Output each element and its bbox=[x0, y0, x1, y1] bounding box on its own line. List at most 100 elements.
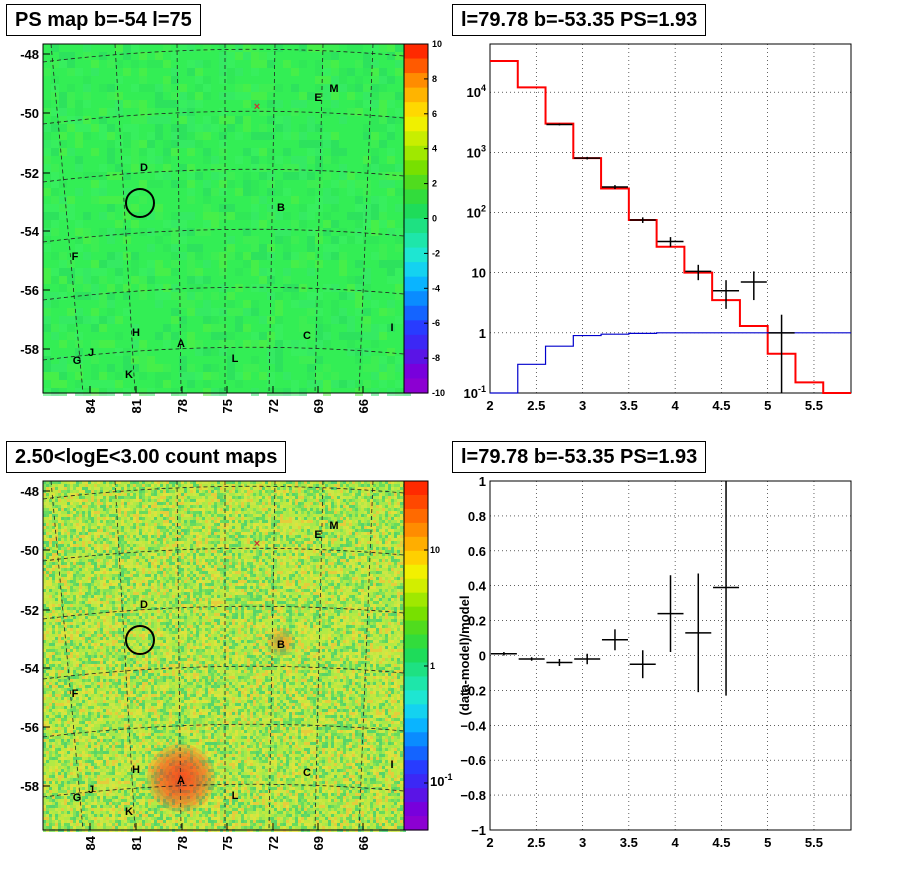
count-y-tick-label: -50 bbox=[20, 543, 39, 558]
count-hotspot-0 bbox=[159, 756, 203, 800]
ps-colorbar-tick-label: 10 bbox=[432, 39, 442, 49]
ps-y-tick-label: -52 bbox=[20, 166, 39, 181]
ps-lon-grid-6 bbox=[358, 43, 374, 394]
count-cross-marker: × bbox=[254, 538, 260, 550]
source-label-H: H bbox=[132, 327, 140, 339]
spectrum-y-tick-label: 102 bbox=[467, 203, 486, 220]
ps-y-tick-label: -58 bbox=[20, 342, 39, 357]
count-y-tick-label: -58 bbox=[20, 779, 39, 794]
source-label-J: J bbox=[88, 784, 94, 796]
spectrum-x-tick-label: 4.5 bbox=[712, 398, 730, 413]
spectrum-y-tick-label: 10-1 bbox=[464, 384, 486, 401]
count-hotspot-0 bbox=[151, 748, 211, 808]
count-lon-grid-6 bbox=[358, 480, 374, 831]
count-hotspot-0 bbox=[147, 744, 215, 812]
count-hotspot-0 bbox=[163, 760, 199, 796]
ps-colorbar bbox=[403, 43, 429, 394]
source-label-M: M bbox=[329, 83, 338, 95]
count-colorbar bbox=[403, 480, 429, 831]
ps-lon-grid-4 bbox=[268, 43, 276, 394]
ps-colorbar-tick-label: 0 bbox=[432, 214, 437, 224]
count-x-tick-label: 78 bbox=[175, 836, 190, 850]
spectrum-x-tick-label: 2.5 bbox=[527, 398, 545, 413]
residual-y-tick-label: 0.8 bbox=[468, 509, 486, 524]
residual-x-tick-label: 4.5 bbox=[712, 835, 730, 850]
count-x-tick-label: 66 bbox=[356, 836, 371, 850]
count-x-tick-label: 69 bbox=[311, 836, 326, 850]
count-colorbar-tick-label: 10-1 bbox=[430, 772, 452, 789]
residual-y-tick-label: 0.6 bbox=[468, 544, 486, 559]
source-label-D: D bbox=[140, 599, 148, 611]
source-label-A: A bbox=[177, 338, 185, 350]
residual-y-tick-label: −0.6 bbox=[460, 753, 486, 768]
spectrum-x-tick-label: 3 bbox=[579, 398, 586, 413]
count-y-tick-label: -48 bbox=[20, 484, 39, 499]
count-x-tick-label: 75 bbox=[220, 836, 235, 850]
ps-lon-grid-1 bbox=[114, 43, 136, 394]
residual-plot: 2 2.5 3 3.5 4 4.5 5 5.5 1 0.8 0.6 0.4 0.2 0 −0.2 −0.4 −0… bbox=[457, 474, 852, 850]
residual-y-tick-label: 1 bbox=[479, 474, 486, 489]
ps-cross-marker: × bbox=[254, 101, 260, 113]
source-label-G: G bbox=[73, 792, 82, 804]
source-label-L: L bbox=[232, 790, 239, 802]
spectrum-x-tick-label: 5.5 bbox=[805, 398, 823, 413]
residual-title: l=79.78 b=-53.35 PS=1.93 bbox=[452, 441, 707, 473]
ps-x-tick-label: 69 bbox=[311, 399, 326, 413]
spectrum-x-tick-label: 2 bbox=[486, 398, 493, 413]
residual-x-tick-label: 2.5 bbox=[527, 835, 545, 850]
ps-colorbar-tick-label: -6 bbox=[432, 318, 440, 328]
residual-x-tick-label: 4 bbox=[672, 835, 680, 850]
source-label-A: A bbox=[177, 775, 185, 787]
count-hotspot-0 bbox=[155, 752, 207, 804]
count-hotspot-1 bbox=[275, 636, 287, 648]
ps-colorbar-tick-label: 6 bbox=[432, 109, 437, 119]
ps-y-tick-label: -54 bbox=[20, 224, 40, 239]
count-lon-grid-4 bbox=[268, 480, 276, 831]
count-hotspot-1 bbox=[271, 632, 291, 652]
count-hotspot-0 bbox=[167, 764, 195, 792]
residual-y-tick-label: −0.2 bbox=[460, 683, 486, 698]
spectrum-y-tick-label: 1 bbox=[479, 326, 486, 341]
residual-y-tick-label: −0.8 bbox=[460, 788, 486, 803]
ps-colorbar-tick-label: 4 bbox=[432, 144, 437, 154]
ps-y-tick-label: -48 bbox=[20, 47, 39, 62]
residual-y-tick-label: 0.2 bbox=[468, 614, 486, 629]
source-label-K: K bbox=[125, 806, 133, 818]
count-lon-grid-2 bbox=[176, 480, 182, 831]
source-label-D: D bbox=[140, 162, 148, 174]
spectrum-series-1 bbox=[490, 332, 851, 394]
count-hotspot-1 bbox=[267, 628, 295, 656]
source-label-H: H bbox=[132, 764, 140, 776]
count-x-tick-label: 72 bbox=[266, 836, 281, 850]
residual-x-tick-label: 2 bbox=[486, 835, 493, 850]
ps-colorbar-tick-label: -8 bbox=[432, 353, 440, 363]
residual-x-tick-label: 3 bbox=[579, 835, 586, 850]
ps-x-tick-label: 66 bbox=[356, 399, 371, 413]
residual-x-tick-label: 5.5 bbox=[805, 835, 823, 850]
count-lon-grid-0 bbox=[50, 480, 84, 831]
ps-y-tick-label: -50 bbox=[20, 106, 39, 121]
ps-colorbar-tick-label: -10 bbox=[432, 388, 445, 398]
spectrum-frame bbox=[489, 43, 852, 394]
count-lon-grid-5 bbox=[314, 480, 324, 831]
spectrum-x-tick-label: 5 bbox=[764, 398, 771, 413]
source-label-F: F bbox=[72, 688, 79, 700]
ps-colorbar-tick-label: 8 bbox=[432, 74, 437, 84]
ps-x-tick-label: 84 bbox=[83, 398, 98, 413]
source-label-B: B bbox=[277, 639, 285, 651]
count-hotspot-0 bbox=[171, 768, 191, 788]
ps-x-tick-label: 78 bbox=[175, 399, 190, 413]
count-y-tick-label: -54 bbox=[20, 661, 40, 676]
ps-colorbar-tick-label: -2 bbox=[432, 248, 440, 258]
count-lon-grid-1 bbox=[114, 480, 136, 831]
spectrum-y-tick-label: 10 bbox=[472, 266, 486, 281]
residual-x-tick-label: 5 bbox=[764, 835, 771, 850]
residual-x-tick-label: 3.5 bbox=[620, 835, 638, 850]
count-map: D B F H A C I GJ K L EM × -48 -50 -52 -54 -56 -58 84 81 78 75… bbox=[20, 480, 426, 850]
ps-lon-grid-2 bbox=[176, 43, 182, 394]
count-y-tick-label: -56 bbox=[20, 720, 39, 735]
ps-lon-grid-0 bbox=[50, 43, 84, 394]
count-x-tick-label: 84 bbox=[83, 835, 98, 850]
ps-x-tick-label: 72 bbox=[266, 399, 281, 413]
